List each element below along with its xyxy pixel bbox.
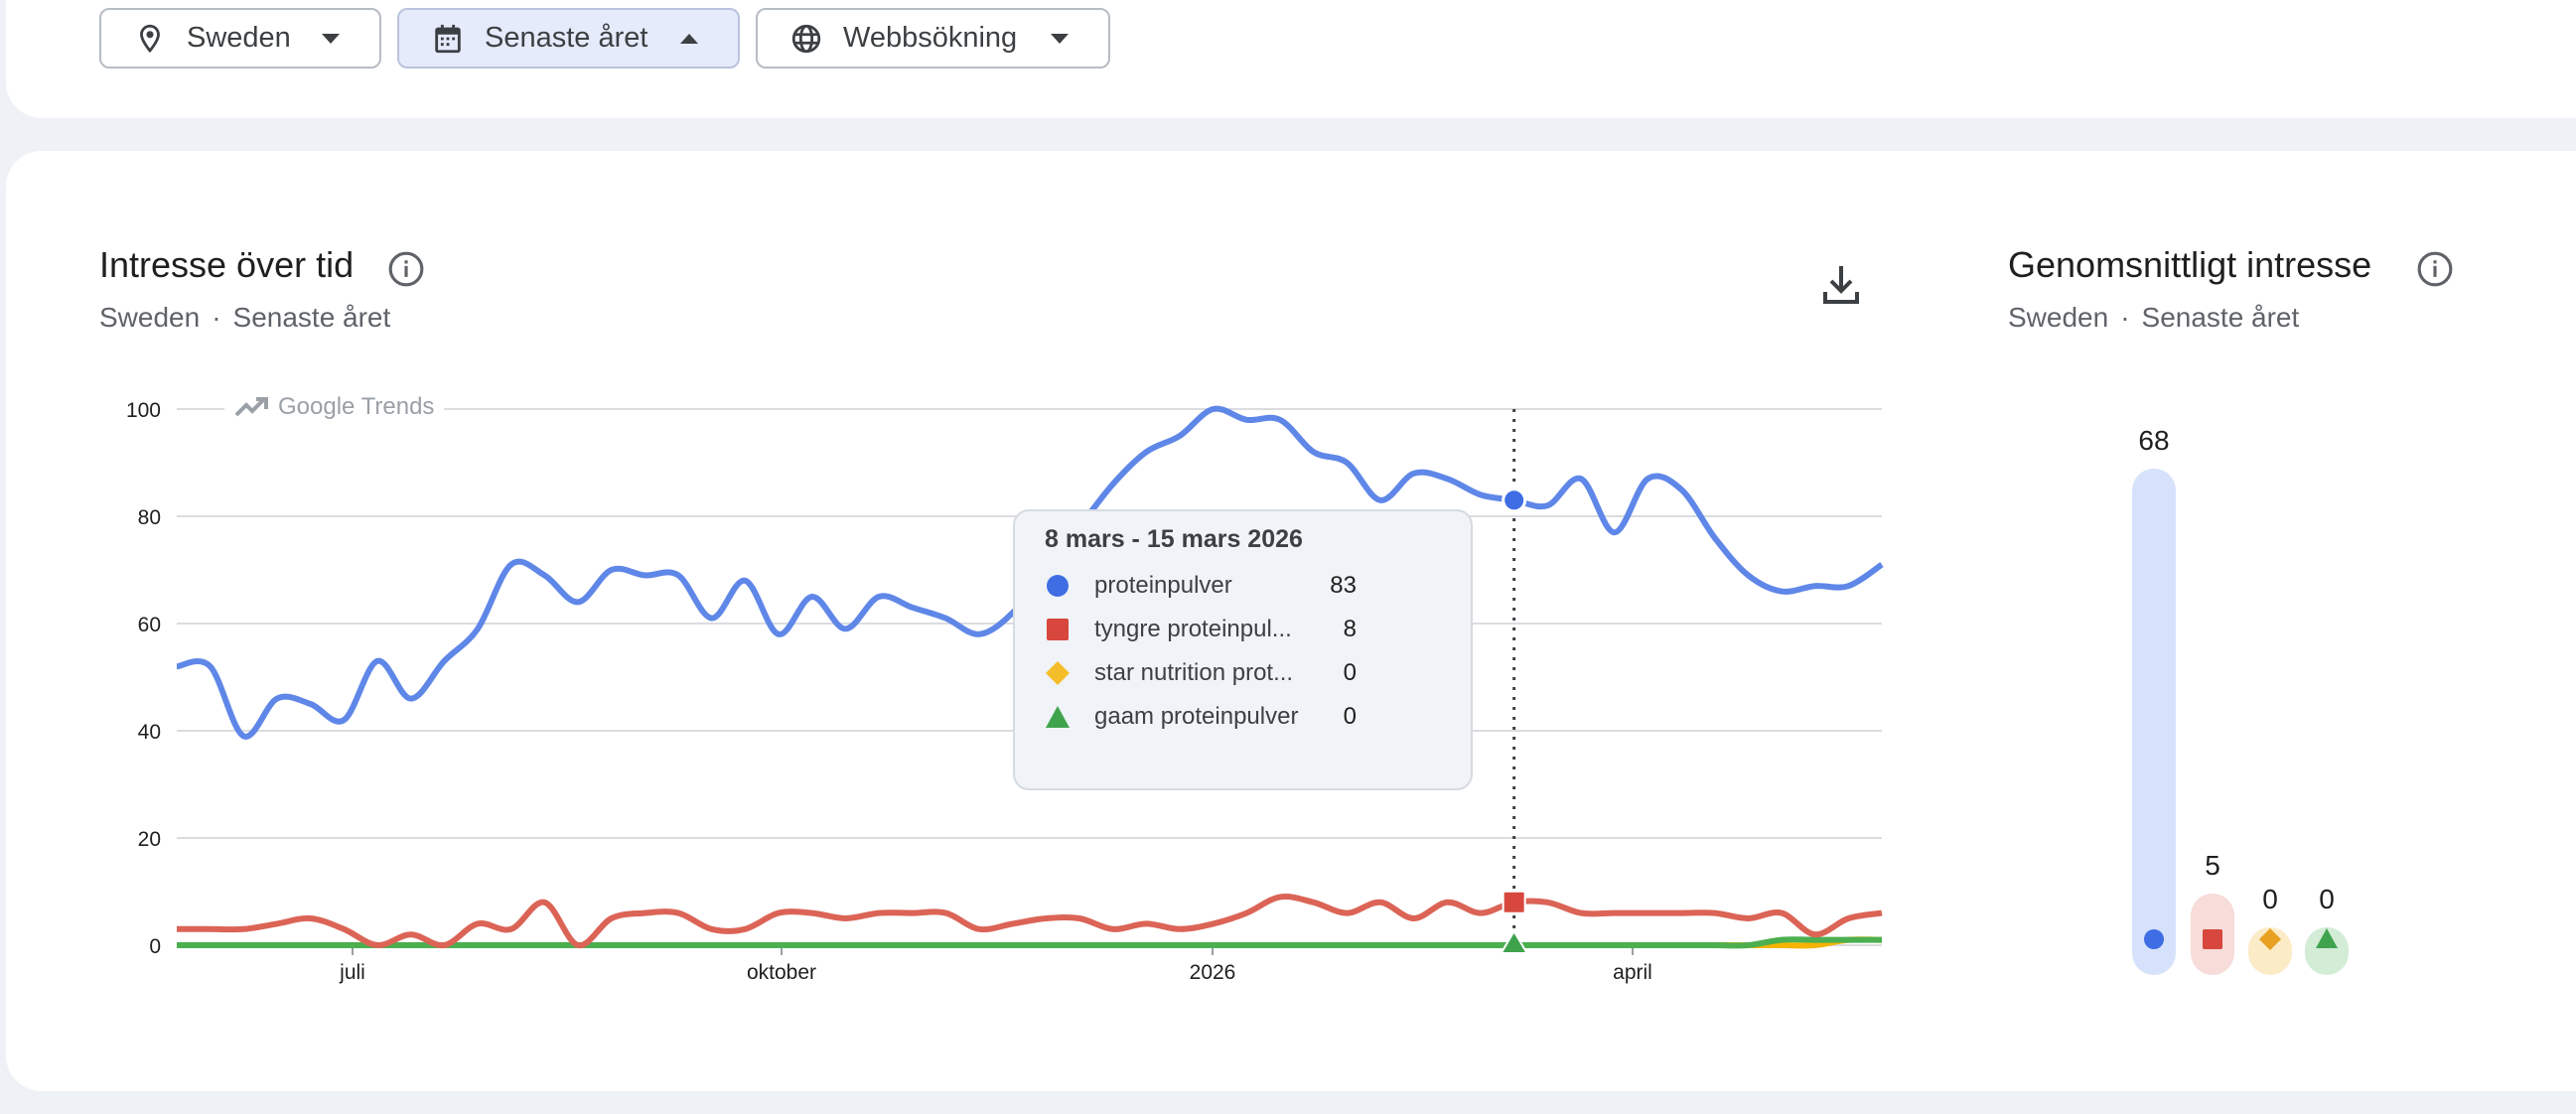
average-value-label: 5 — [2205, 850, 2220, 881]
hover-point-tyngre — [1502, 890, 1526, 914]
download-icon[interactable] — [1821, 262, 1861, 306]
tooltip-row: gaam proteinpulver 0 — [1045, 695, 1441, 739]
series-line-1 — [177, 894, 1883, 949]
average-value-label: 0 — [2262, 884, 2278, 914]
tooltip-series-name: gaam proteinpulver — [1094, 703, 1299, 730]
tooltip-date: 8 mars - 15 mars 2026 — [1045, 525, 1303, 553]
tooltip-series-name: star nutrition prot... — [1094, 659, 1294, 686]
region-text: Sweden — [99, 302, 201, 333]
interest-over-time-subtitle: Sweden · Senaste året — [99, 302, 390, 334]
tooltip-row: proteinpulver 83 — [1045, 564, 1441, 608]
tooltip-series-value: 0 — [1343, 659, 1357, 686]
average-value-label: 0 — [2319, 884, 2335, 914]
calendar-icon — [431, 22, 465, 56]
average-bar[interactable] — [2132, 468, 2176, 975]
tooltip-series-value: 0 — [1343, 703, 1357, 730]
period-text: Senaste året — [2141, 302, 2300, 333]
circle-marker-icon — [1045, 573, 1071, 599]
chart-tooltip: 8 mars - 15 mars 2026 proteinpulver 83 t… — [1013, 509, 1473, 790]
region-text: Sweden — [2008, 302, 2109, 333]
chevron-down-icon — [1049, 32, 1071, 46]
square-marker-icon — [2203, 929, 2222, 949]
separator: · — [2120, 302, 2130, 333]
y-tick-label: 80 — [138, 506, 161, 529]
x-tick-label: april — [1613, 961, 1652, 984]
y-tick-label: 0 — [149, 935, 161, 958]
globe-icon — [789, 22, 823, 56]
average-value-label: 68 — [2138, 424, 2170, 456]
search-type-filter-button[interactable]: Webbsökning — [756, 8, 1110, 69]
interest-over-time-title: Intresse över tid — [99, 244, 355, 285]
tooltip-series-value: 8 — [1343, 616, 1357, 642]
time-filter-label: Senaste året — [485, 22, 648, 54]
google-trends-watermark: Google Trends — [224, 393, 445, 421]
series-line-3 — [176, 936, 1882, 949]
triangle-marker-icon — [2316, 928, 2338, 948]
location-pin-icon — [133, 22, 167, 56]
region-filter-button[interactable]: Sweden — [99, 8, 381, 69]
y-tick-label: 40 — [138, 721, 161, 744]
diamond-marker-icon — [2259, 928, 2281, 950]
separator: · — [212, 302, 221, 333]
y-tick-label: 100 — [126, 399, 161, 422]
tooltip-series-value: 83 — [1330, 572, 1357, 599]
tooltip-row: tyngre proteinpul... 8 — [1045, 608, 1441, 651]
hover-point-proteinpulver — [1502, 487, 1527, 513]
square-marker-icon — [1045, 617, 1071, 642]
region-filter-label: Sweden — [187, 22, 291, 54]
average-interest-subtitle: Sweden · Senaste året — [2008, 302, 2299, 334]
x-tick-label: juli — [339, 961, 365, 984]
time-filter-button[interactable]: Senaste året — [397, 8, 740, 69]
search-type-filter-label: Webbsökning — [843, 22, 1018, 54]
diamond-marker-icon — [1045, 660, 1071, 686]
chevron-down-icon — [320, 32, 342, 46]
tooltip-series-name: tyngre proteinpul... — [1094, 616, 1292, 642]
x-tick-label: 2026 — [1190, 961, 1236, 984]
x-tick-label: oktober — [747, 961, 816, 984]
watermark-text: Google Trends — [278, 393, 435, 420]
tooltip-row: star nutrition prot... 0 — [1045, 651, 1441, 695]
period-text: Senaste året — [232, 302, 391, 333]
y-tick-label: 20 — [138, 828, 161, 851]
circle-marker-icon — [2144, 929, 2164, 949]
hover-point-gaam — [1499, 929, 1529, 954]
average-interest-title: Genomsnittligt intresse — [2008, 244, 2372, 285]
info-icon[interactable] — [2416, 250, 2454, 288]
trending-up-icon — [234, 397, 268, 417]
tooltip-series-name: proteinpulver — [1094, 572, 1232, 599]
y-tick-label: 60 — [138, 614, 161, 636]
info-icon[interactable] — [387, 250, 425, 288]
triangle-marker-icon — [1045, 704, 1071, 730]
chevron-up-icon — [678, 32, 700, 46]
